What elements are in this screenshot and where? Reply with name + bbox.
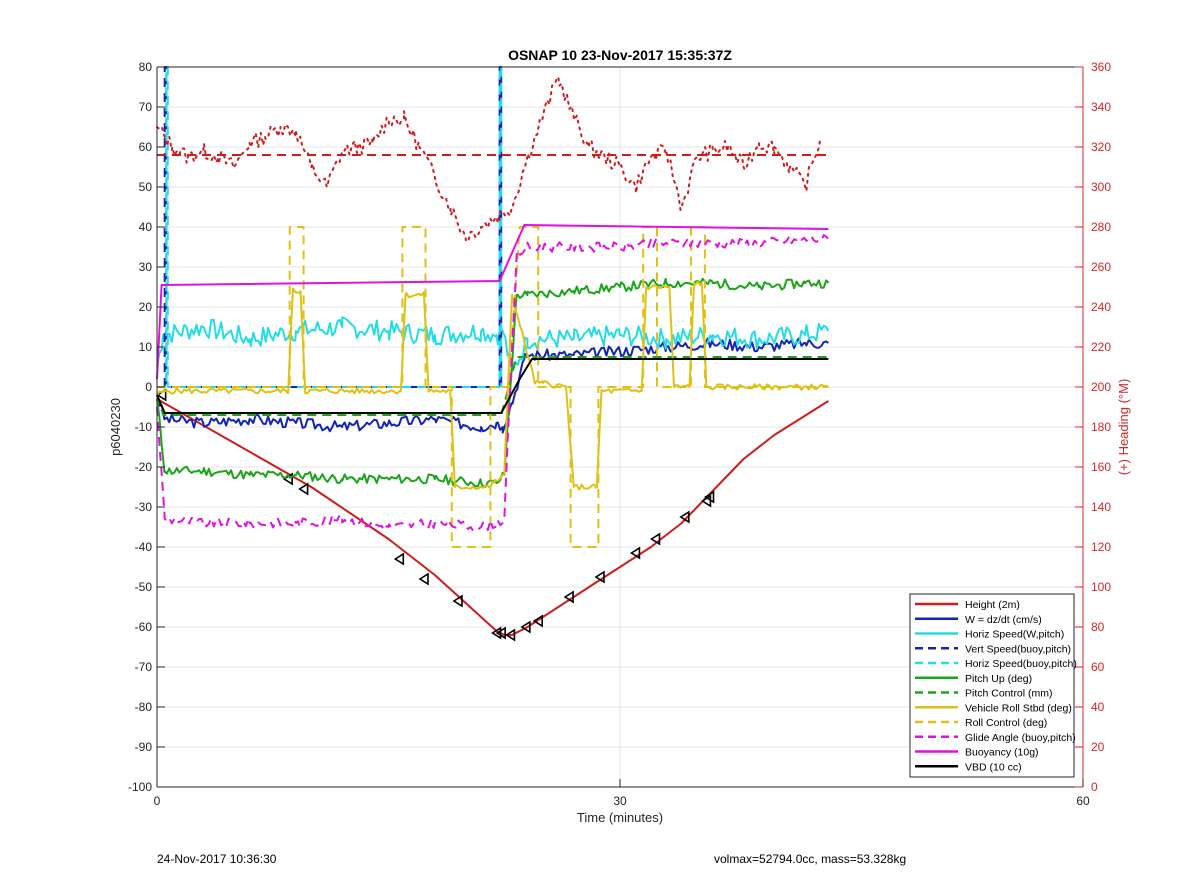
y2-axis-label: (+) Heading (°M) (1116, 379, 1131, 476)
y-tick-label: -60 (135, 620, 153, 634)
footer-timestamp: 24-Nov-2017 10:36:30 (157, 852, 277, 866)
series-line-5 (157, 66, 503, 388)
legend: Height (2m) W = dz/dt (cm/s) Horiz Speed(W… (909, 593, 1077, 778)
y2-tick-label: 100 (1091, 580, 1111, 594)
legend-label: VBD (10 cc) (965, 761, 1022, 773)
legend-label: Horiz Speed(buoy,pitch) (965, 658, 1077, 670)
x-tick-label: 60 (1076, 794, 1090, 808)
height-marker (532, 614, 544, 628)
height-marker (452, 594, 463, 608)
footer-vehicle-params: volmax=52794.0cc, mass=53.328kg (714, 852, 907, 866)
y2-tick-label: 220 (1091, 340, 1111, 354)
y-tick-label: 30 (139, 260, 153, 274)
legend-label: W = dz/dt (cm/s) (965, 614, 1042, 626)
y-tick-label: 20 (139, 300, 153, 314)
height-marker (679, 510, 690, 524)
y-tick-label: 70 (139, 100, 153, 114)
series-layer (156, 66, 830, 642)
legend-label: Vehicle Roll Stbd (deg) (965, 702, 1072, 714)
height-marker (418, 572, 429, 586)
series-line-12 (156, 358, 829, 414)
y2-tick-label: 20 (1091, 740, 1105, 754)
y2-tick-label: 140 (1091, 500, 1111, 514)
legend-box (909, 593, 1075, 778)
y-tick-label: -90 (135, 740, 153, 754)
y2-tick-label: 80 (1091, 620, 1105, 634)
axes: 0 30 60-100-90-80-70-60-50-40-30-20-100102… (128, 60, 1111, 808)
series-line-3 (156, 316, 830, 372)
y2-tick-label: 200 (1091, 380, 1111, 394)
y-tick-label: 0 (145, 380, 152, 394)
height-marker (520, 620, 531, 634)
y-tick-label: 10 (139, 340, 153, 354)
y-tick-label: -10 (135, 420, 153, 434)
y2-tick-label: 300 (1091, 180, 1111, 194)
y-tick-label: -40 (135, 540, 153, 554)
legend-label: Pitch Control (mm) (965, 688, 1053, 700)
y2-tick-label: 180 (1091, 420, 1111, 434)
legend-label: Glide Angle (buoy,pitch) (965, 732, 1076, 744)
y-axis-label: p6040230 (108, 398, 123, 456)
height-marker (704, 490, 715, 504)
y-tick-label: -70 (135, 660, 153, 674)
y2-tick-label: 160 (1091, 460, 1111, 474)
chart-title: OSNAP 10 23-Nov-2017 15:35:37Z (508, 47, 732, 63)
legend-label: Height (2m) (965, 599, 1020, 611)
height-marker (649, 532, 661, 546)
height-marker (495, 626, 506, 640)
height-marker (393, 552, 405, 566)
legend-label: Horiz Speed(W,pitch) (965, 629, 1064, 641)
y-tick-label: 40 (139, 220, 153, 234)
x-tick-label: 0 (154, 794, 161, 808)
y2-tick-label: 40 (1091, 700, 1105, 714)
height-marker (504, 628, 516, 642)
y-tick-label: -80 (135, 700, 153, 714)
y2-tick-label: 0 (1091, 780, 1098, 794)
height-marker (298, 482, 309, 496)
y2-tick-label: 360 (1091, 60, 1111, 74)
y-tick-label: 60 (139, 140, 153, 154)
y-tick-label: 80 (139, 60, 153, 74)
height-marker (594, 570, 605, 584)
series-line-8 (156, 280, 829, 491)
y-tick-label: -100 (128, 780, 152, 794)
x-tick-label: 30 (613, 794, 627, 808)
legend-label: Buoyancy (10g) (965, 747, 1039, 759)
y2-tick-label: 280 (1091, 220, 1111, 234)
y2-tick-label: 340 (1091, 100, 1111, 114)
series-line-10 (156, 234, 830, 532)
x-axis-label: Time (minutes) (577, 810, 663, 825)
height-marker (563, 590, 574, 604)
y-tick-label: -20 (135, 460, 153, 474)
y2-tick-label: 320 (1091, 140, 1111, 154)
series-line-11 (156, 224, 829, 380)
height-marker (491, 626, 502, 640)
y2-tick-label: 120 (1091, 540, 1111, 554)
legend-label: Vert Speed(buoy,pitch) (965, 643, 1071, 655)
height-marker (629, 546, 641, 560)
legend-label: Roll Control (deg) (965, 717, 1047, 729)
y-tick-label: -30 (135, 500, 153, 514)
y2-tick-label: 240 (1091, 300, 1111, 314)
y2-tick-label: 260 (1091, 260, 1111, 274)
legend-label: Pitch Up (deg) (965, 673, 1032, 685)
y-tick-label: -50 (135, 580, 153, 594)
y-tick-label: 50 (139, 180, 153, 194)
series-line-9 (157, 226, 829, 548)
y2-tick-label: 60 (1091, 660, 1105, 674)
series-line-2 (156, 337, 829, 434)
